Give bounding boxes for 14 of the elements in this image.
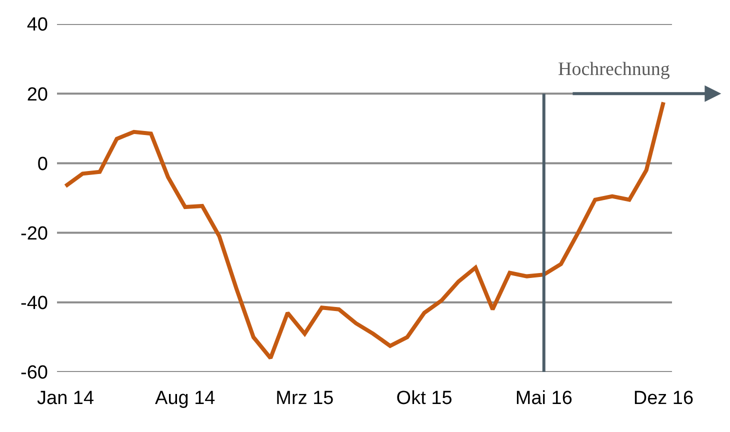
y-tick-label: 40 <box>26 14 48 36</box>
x-tick-label: Mrz 15 <box>276 388 334 409</box>
line-series <box>64 100 666 360</box>
y-tick-label: 0 <box>37 154 48 175</box>
y-tick-label: -40 <box>20 293 48 314</box>
x-tick-label: Jan 14 <box>37 388 94 409</box>
y-tick-label: -20 <box>20 223 48 244</box>
y-tick-label: 20 <box>26 84 48 106</box>
x-tick-label: Okt 15 <box>396 388 452 409</box>
x-tick-label: Aug 14 <box>155 388 216 409</box>
y-tick-label: -60 <box>20 362 48 384</box>
annotation: Hochrechnung <box>558 59 670 80</box>
x-tick-label: Mai 16 <box>515 388 572 409</box>
x-tick-label: Dez 16 <box>633 388 694 409</box>
